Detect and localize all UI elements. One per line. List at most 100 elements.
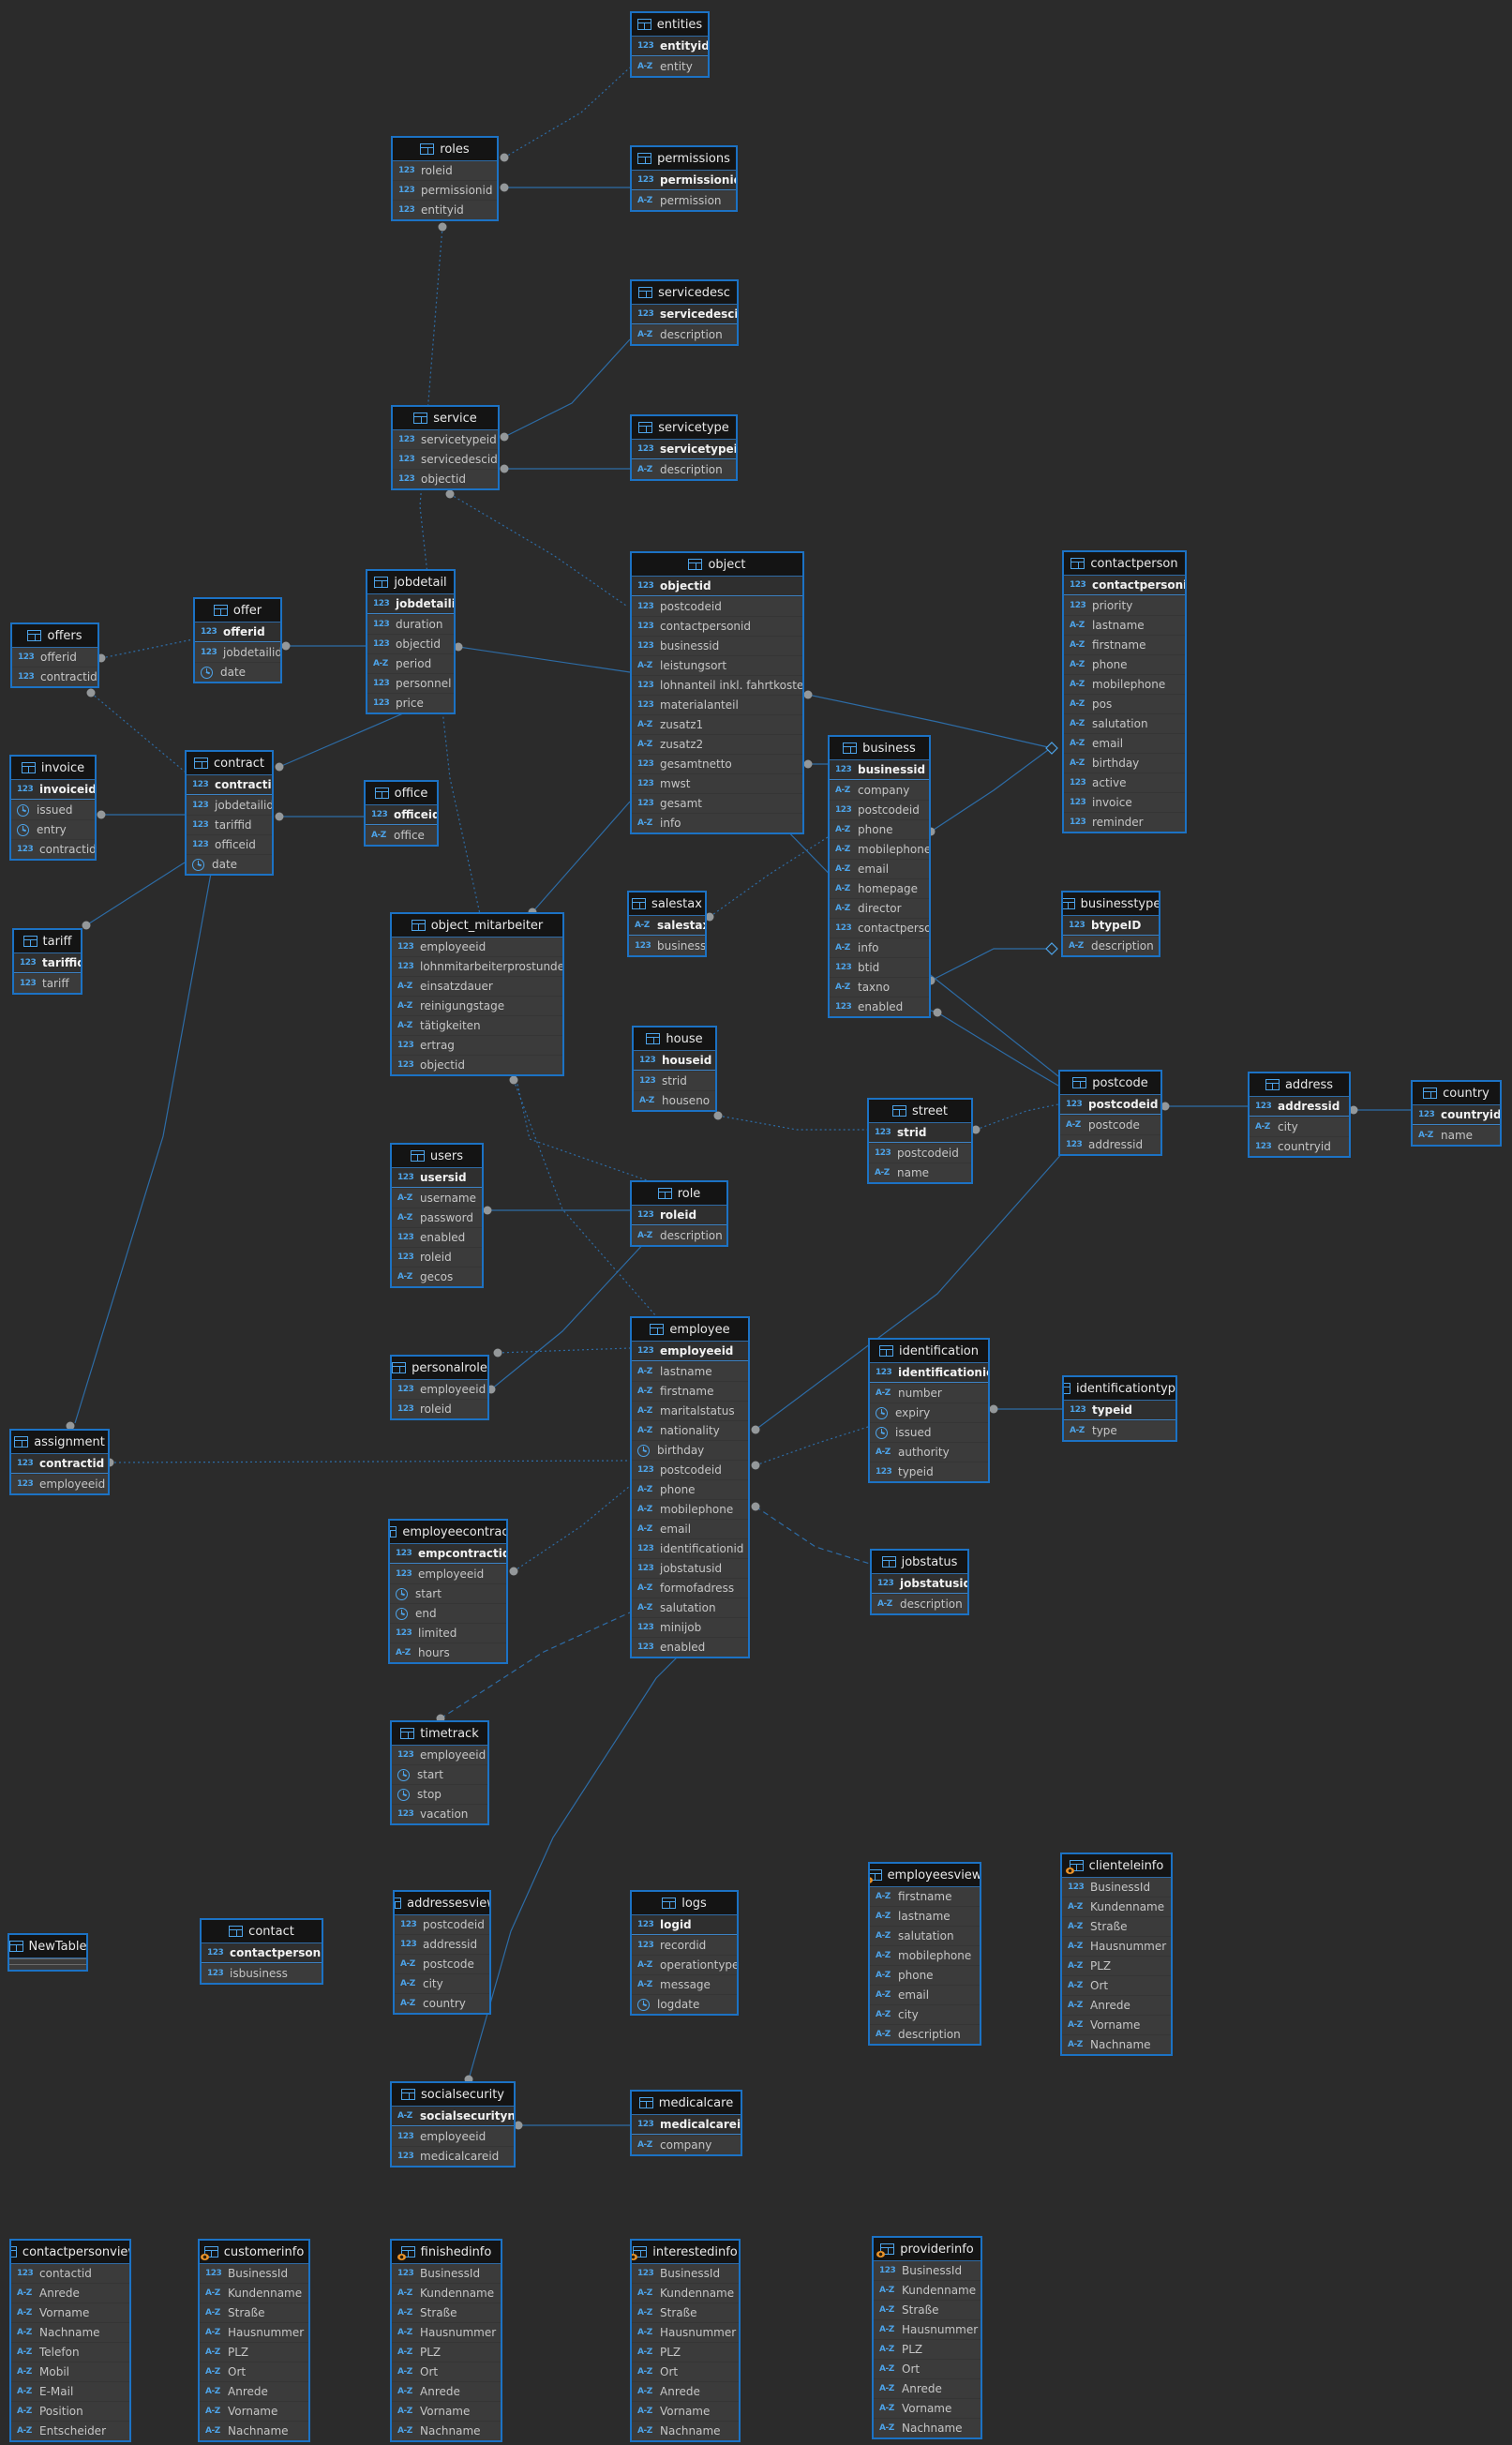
field-row[interactable]: A-Z Straße	[874, 2300, 981, 2319]
field-row[interactable]: end	[390, 1603, 506, 1623]
table-addressesview[interactable]: addressesview 123 postcodeid 123 addressid A-…	[393, 1890, 491, 2015]
table-salestax[interactable]: salestax A-Z salestaxid 123 businessid	[627, 891, 707, 957]
field-row[interactable]: 123 postcodeid	[869, 1143, 971, 1162]
table-finishedinfo[interactable]: finishedinfo 123 BusinessId A-Z Kundenname A-…	[390, 2239, 502, 2442]
table-header[interactable]: employee	[632, 1318, 748, 1342]
table-header[interactable]: employeesview	[870, 1864, 980, 1887]
table-jobstatus[interactable]: jobstatus 123 jobstatusid A-Z description	[870, 1549, 969, 1615]
table-service[interactable]: service 123 servicetypeid 123 servicedescid 1…	[391, 405, 500, 490]
field-row[interactable]: A-Z firstname	[1064, 635, 1185, 654]
table-header[interactable]: house	[634, 1028, 715, 1051]
table-header[interactable]: jobdetail	[367, 571, 454, 594]
field-row[interactable]: A-Z email	[870, 1985, 980, 2004]
field-row[interactable]: A-Z firstname	[632, 1381, 748, 1401]
table-businesstype[interactable]: businesstype 123 btypeID A-Z description	[1061, 891, 1160, 957]
table-invoice[interactable]: invoice 123 invoiceid issued entry 123 contrac…	[9, 755, 97, 861]
field-row[interactable]: A-Z houseno	[634, 1090, 715, 1110]
table-header[interactable]: postcode	[1060, 1072, 1160, 1095]
field-row[interactable]: A-Z mobilephone	[830, 839, 929, 859]
field-row[interactable]: A-Z company	[830, 780, 929, 800]
field-row[interactable]: A-Z mobilephone	[870, 1945, 980, 1965]
field-row[interactable]: 123 typeid	[870, 1462, 988, 1481]
field-row[interactable]: A-Z country	[395, 1993, 489, 2013]
primary-key-field-row[interactable]: 123 contractid	[187, 775, 272, 795]
field-row[interactable]: A-Z Kundenname	[200, 2283, 308, 2302]
field-row[interactable]: A-Z formofadress	[632, 1578, 748, 1598]
field-row[interactable]: 123 employeeid	[392, 1380, 487, 1399]
table-personalrole[interactable]: personalrole 123 employeeid 123 roleid	[390, 1355, 489, 1420]
table-header[interactable]: businesstype	[1063, 892, 1159, 916]
field-row[interactable]: 123 contractid	[12, 667, 97, 686]
table-users[interactable]: users 123 usersid A-Z username A-Z password 123…	[390, 1143, 484, 1288]
table-assignment[interactable]: assignment 123 contractid 123 employeeid	[9, 1429, 110, 1495]
field-row[interactable]: 123 entityid	[393, 200, 497, 219]
field-row[interactable]: birthday	[632, 1440, 748, 1460]
table-role[interactable]: role 123 roleid A-Z description	[630, 1180, 728, 1247]
field-row[interactable]: 123 enabled	[392, 1227, 482, 1247]
table-business[interactable]: business 123 businessid A-Z company 123 postco…	[828, 735, 931, 1018]
field-row[interactable]: A-Z Kundenname	[874, 2280, 981, 2300]
field-row[interactable]: A-Z gecos	[392, 1267, 482, 1286]
table-customerinfo[interactable]: customerinfo 123 BusinessId A-Z Kundenname A-…	[198, 2239, 310, 2442]
field-row[interactable]: 123 postcodeid	[830, 800, 929, 819]
field-row[interactable]: A-Z firstname	[870, 1887, 980, 1906]
field-row[interactable]: 123 employeeid	[390, 1564, 506, 1583]
table-offer[interactable]: offer 123 offerid 123 jobdetailid date	[193, 597, 282, 683]
field-row[interactable]: 123 permissionid	[393, 180, 497, 200]
field-row[interactable]: A-Z Hausnummer	[632, 2322, 739, 2342]
field-row[interactable]: A-Z Hausnummer	[1062, 1936, 1171, 1956]
field-row[interactable]: A-Z lastname	[632, 1361, 748, 1381]
primary-key-field-row[interactable]: 123 countryid	[1413, 1105, 1500, 1125]
field-row[interactable]: A-Z E-Mail	[11, 2381, 129, 2401]
table-header[interactable]: socialsecurity	[392, 2083, 514, 2107]
field-row[interactable]: 123 BusinessId	[392, 2264, 501, 2283]
primary-key-field-row[interactable]: 123 servicedescid	[632, 305, 737, 324]
table-header[interactable]: offer	[195, 599, 280, 622]
field-row[interactable]: 123 postcodeid	[632, 596, 802, 616]
table-header[interactable]: office	[366, 782, 437, 805]
field-row[interactable]: logdate	[632, 1994, 737, 2014]
table-contact[interactable]: contact 123 contactpersonid 123 isbusiness	[200, 1918, 323, 1985]
primary-key-field-row[interactable]: 123 usersid	[392, 1168, 482, 1188]
field-row[interactable]: A-Z username	[392, 1188, 482, 1208]
field-row[interactable]: A-Z Kundenname	[1062, 1897, 1171, 1916]
field-row[interactable]: A-Z Anrede	[200, 2381, 308, 2401]
table-jobdetail[interactable]: jobdetail 123 jobdetailid 123 duration 123 obj…	[366, 569, 456, 714]
field-row[interactable]: A-Z name	[869, 1162, 971, 1182]
table-object_mitarbeiter[interactable]: object_mitarbeiter 123 employeeid 123 lohnmi…	[390, 912, 564, 1076]
table-NewTable[interactable]: NewTable	[7, 1933, 88, 1972]
table-employee[interactable]: employee 123 employeeid A-Z lastname A-Z first…	[630, 1316, 750, 1658]
table-employeecontract[interactable]: employeecontract 123 empcontractid 123 emplo…	[388, 1519, 508, 1664]
table-address[interactable]: address 123 addressid A-Z city 123 countryid	[1248, 1072, 1351, 1158]
field-row[interactable]: A-Z number	[870, 1383, 988, 1402]
table-header[interactable]: employeecontract	[390, 1521, 506, 1544]
field-row[interactable]: A-Z Anrede	[632, 2381, 739, 2401]
table-header[interactable]: business	[830, 737, 929, 760]
field-row[interactable]: 123 mwst	[632, 773, 802, 793]
field-row[interactable]: A-Z info	[632, 813, 802, 832]
field-row[interactable]: A-Z leistungsort	[632, 655, 802, 675]
primary-key-field-row[interactable]: 123 permissionid	[632, 171, 736, 190]
table-header[interactable]: servicedesc	[632, 281, 737, 305]
field-row[interactable]: A-Z Anrede	[1062, 1995, 1171, 2015]
primary-key-field-row[interactable]: 123 jobdetailid	[367, 594, 454, 614]
table-servicetype[interactable]: servicetype 123 servicetypeid A-Z descriptio…	[630, 414, 738, 481]
field-row[interactable]: A-Z Anrede	[392, 2381, 501, 2401]
field-row[interactable]: A-Z Kundenname	[632, 2283, 739, 2302]
field-row[interactable]: A-Z city	[395, 1973, 489, 1993]
field-row[interactable]: A-Z permission	[632, 190, 736, 210]
table-header[interactable]: customerinfo	[200, 2241, 308, 2264]
field-row[interactable]: A-Z Hausnummer	[392, 2322, 501, 2342]
field-row[interactable]: A-Z Nachname	[11, 2322, 129, 2342]
field-row[interactable]: A-Z phone	[870, 1965, 980, 1985]
field-row[interactable]: A-Z Straße	[392, 2302, 501, 2322]
field-row[interactable]: 123 tariff	[14, 973, 81, 993]
field-row[interactable]: A-Z salutation	[870, 1926, 980, 1945]
field-row[interactable]: 123 strid	[634, 1071, 715, 1090]
primary-key-field-row[interactable]: 123 roleid	[632, 1206, 726, 1225]
field-row[interactable]: A-Z lastname	[1064, 615, 1185, 635]
field-row[interactable]: A-Z company	[632, 2135, 741, 2154]
table-employeesview[interactable]: employeesview A-Z firstname A-Z lastname A-Z s…	[868, 1862, 981, 2046]
field-row[interactable]: A-Z email	[632, 1519, 748, 1538]
table-header[interactable]: country	[1413, 1082, 1500, 1105]
